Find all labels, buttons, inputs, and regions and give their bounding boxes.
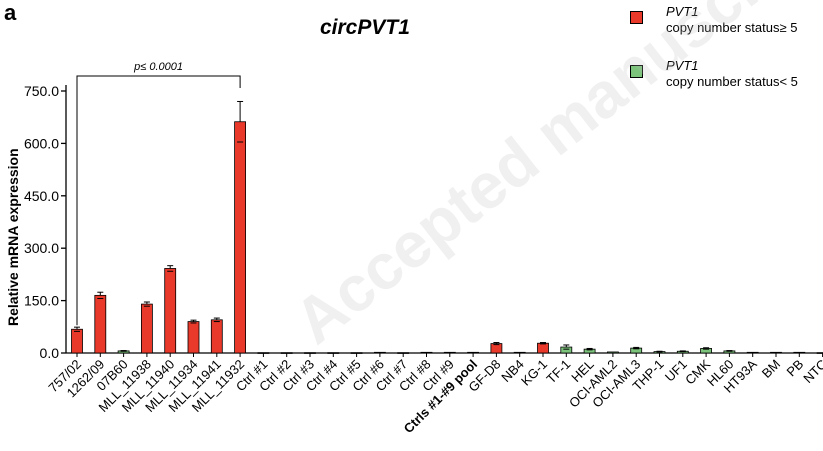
y-tick-label: 300.0 bbox=[24, 240, 59, 256]
bar bbox=[71, 328, 83, 354]
bar bbox=[513, 351, 526, 354]
bar bbox=[537, 342, 549, 354]
legend-gene-low: PVT1 bbox=[666, 58, 699, 73]
bar bbox=[164, 268, 177, 354]
y-tick-label: 750.0 bbox=[24, 83, 59, 99]
legend-gene-high: PVT1 bbox=[666, 4, 699, 19]
bar bbox=[793, 351, 806, 354]
y-tick-label: 0.0 bbox=[40, 345, 60, 361]
bar bbox=[94, 294, 107, 354]
bar bbox=[210, 319, 223, 354]
panel-label: a bbox=[4, 0, 17, 25]
legend-text-low: copy number status< 5 bbox=[666, 74, 798, 89]
bar bbox=[373, 351, 386, 354]
significance-label: p≤ 0.0001 bbox=[133, 61, 183, 73]
bar bbox=[467, 351, 480, 354]
significance-bracket bbox=[76, 75, 241, 326]
x-tick-label: BM bbox=[759, 357, 783, 381]
bar bbox=[420, 351, 433, 354]
x-tick-label: NTC bbox=[800, 357, 823, 386]
legend-swatch-high bbox=[630, 11, 643, 24]
bar bbox=[770, 351, 782, 354]
x-tick-label: TF-1 bbox=[543, 357, 573, 387]
bar bbox=[234, 121, 247, 354]
y-tick-label: 600.0 bbox=[24, 135, 59, 151]
legend-swatch-low bbox=[630, 65, 643, 78]
y-tick-label: 150.0 bbox=[24, 293, 59, 309]
bar bbox=[746, 351, 759, 354]
bar bbox=[140, 303, 153, 354]
x-tick-label: KG-1 bbox=[518, 357, 550, 389]
legend-text-high: copy number status≥ 5 bbox=[666, 20, 798, 35]
bar bbox=[560, 346, 573, 354]
bar bbox=[607, 351, 619, 354]
chart-title: circPVT1 bbox=[320, 16, 410, 39]
bar bbox=[443, 351, 456, 354]
y-tick-label: 450.0 bbox=[24, 188, 59, 204]
bar bbox=[187, 321, 200, 354]
